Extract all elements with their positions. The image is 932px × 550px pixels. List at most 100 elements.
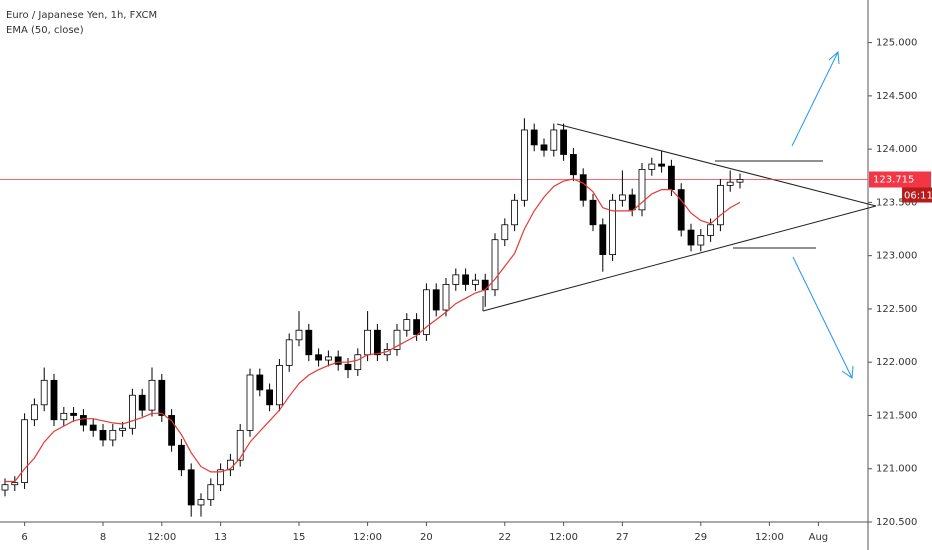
candle-body [648, 163, 656, 170]
candle-body [334, 356, 342, 365]
candle-body [158, 379, 166, 416]
candle-body [109, 429, 117, 441]
candle-body [432, 289, 440, 311]
candle-body [638, 168, 646, 211]
candle-body [422, 289, 430, 335]
y-tick-label: 122.500 [876, 304, 917, 315]
countdown-box [902, 187, 932, 203]
candle-body [168, 415, 176, 446]
arrow-up [791, 50, 840, 147]
candle-body [471, 279, 479, 285]
candle-body [550, 129, 558, 151]
x-tick-label: 20 [420, 532, 433, 543]
candle-body [11, 482, 19, 486]
x-tick-label: Aug [809, 532, 829, 543]
price-label: 123.715 [873, 175, 914, 186]
candle-body [246, 374, 254, 431]
x-tick-label: 12:00 [549, 532, 578, 543]
candle-body [677, 189, 685, 231]
candle-body [344, 363, 352, 371]
candle-body [30, 404, 38, 421]
x-tick-label: 8 [100, 532, 106, 543]
legend-entry: EMA (50, close) [6, 25, 84, 36]
y-tick-label: 121.500 [876, 410, 917, 421]
x-tick-label: 13 [214, 532, 227, 543]
candle-body [393, 329, 401, 350]
candle-body [128, 394, 136, 429]
ema-line [5, 178, 741, 483]
candle-body [324, 356, 332, 361]
candle-body [119, 427, 126, 431]
candle-body [217, 469, 225, 486]
candle-body [275, 364, 283, 406]
candle-body [609, 199, 616, 256]
candle-body [364, 329, 372, 356]
candle-body [726, 181, 734, 186]
y-tick-label: 123.500 [876, 197, 917, 208]
triangle-lower [482, 205, 877, 312]
candle-body [70, 412, 77, 416]
candle-body [707, 224, 714, 236]
candle-body [266, 389, 274, 406]
candle-body [21, 419, 29, 483]
candle-body [295, 329, 303, 341]
candle-body [717, 184, 724, 226]
candle-body [80, 415, 87, 426]
candle-body [668, 165, 675, 191]
candle-body [285, 339, 293, 366]
chart-title: Euro / Japanese Yen, 1h, FXCM [6, 10, 157, 21]
candle-body [256, 374, 264, 391]
candle-body [50, 379, 58, 421]
candle-body [138, 394, 146, 411]
x-tick-label: 27 [616, 532, 629, 543]
candle-body [60, 412, 68, 421]
candle-body [628, 194, 636, 211]
y-tick-label: 122.000 [876, 357, 917, 368]
x-tick-label: 12:00 [353, 532, 382, 543]
candle-body [462, 274, 470, 285]
candle-body [452, 274, 460, 285]
candle-body [501, 224, 509, 241]
y-tick-label: 125.000 [876, 38, 917, 49]
x-tick-label: 29 [694, 532, 707, 543]
candle-body [236, 429, 244, 461]
candle-body [187, 469, 195, 506]
candle-body [579, 174, 587, 201]
y-tick-label: 120.500 [876, 517, 917, 528]
candle-body [99, 429, 107, 441]
candle-body [619, 194, 626, 201]
arrow-down [792, 256, 854, 379]
candle-body [687, 229, 695, 246]
x-tick-label: 15 [293, 532, 306, 543]
candle-body [148, 379, 156, 411]
countdown: 06:11 [904, 191, 932, 202]
candle-body [40, 379, 48, 406]
y-tick-label: 124.500 [876, 91, 917, 102]
triangle-upper [556, 123, 877, 207]
candle-body [207, 484, 215, 501]
candle-body [354, 354, 362, 371]
x-tick-label: 12:00 [147, 532, 176, 543]
candle-body [373, 329, 381, 356]
candle-body [560, 129, 567, 155]
x-tick-label: 12:00 [755, 532, 784, 543]
candle-body [521, 129, 528, 201]
candle-body [442, 284, 450, 311]
candle-body [315, 354, 323, 361]
x-tick-label: 22 [498, 532, 511, 543]
candle-body [197, 499, 205, 506]
candle-body [658, 163, 665, 167]
price-label-box [869, 171, 931, 188]
candle-body [491, 239, 499, 291]
drawing-annotations [482, 50, 877, 379]
candle-body [599, 224, 607, 256]
candle-body [570, 154, 577, 176]
candle-body [305, 329, 313, 356]
candle-body [530, 129, 538, 146]
candle-body [697, 235, 705, 246]
y-tick-label: 124.000 [876, 144, 917, 155]
y-tick-label: 121.000 [876, 464, 917, 475]
candle-body [589, 199, 597, 226]
candle-body [540, 144, 548, 151]
